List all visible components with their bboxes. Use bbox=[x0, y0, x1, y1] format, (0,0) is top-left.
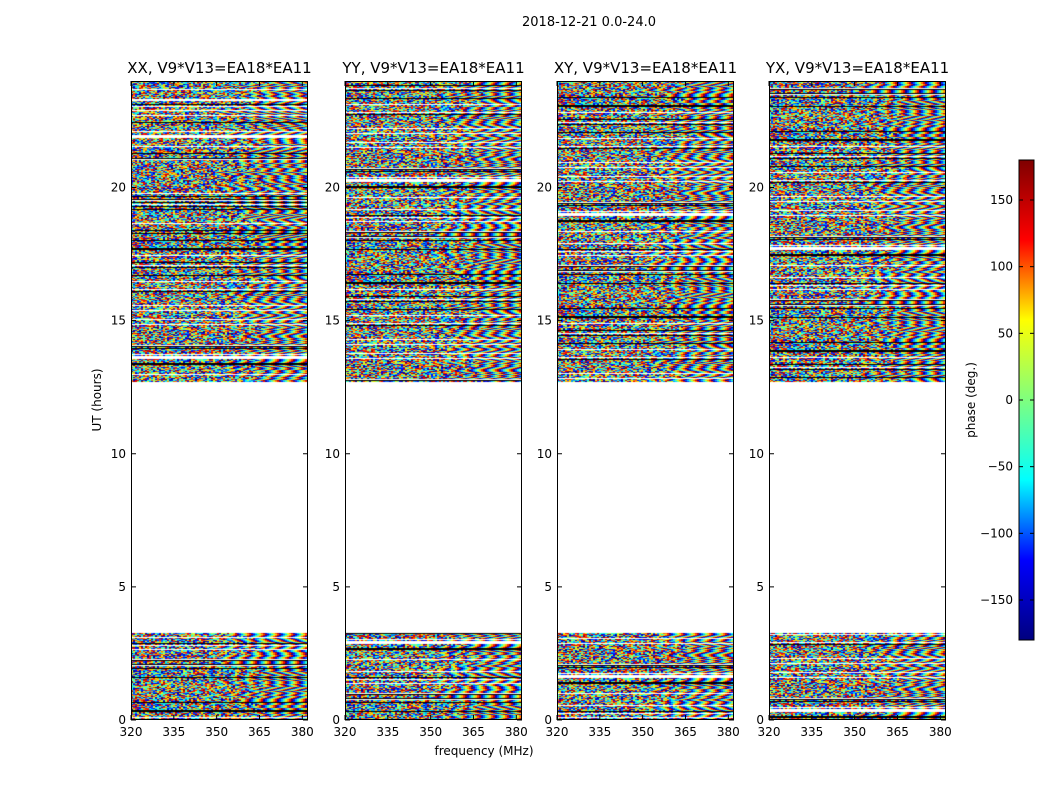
y-tick-label: 0 bbox=[756, 713, 764, 727]
figure-title: 2018-12-21 0.0-24.0 bbox=[522, 15, 656, 30]
colorbar-label: phase (deg.) bbox=[964, 362, 978, 438]
x-tick-label: 380 bbox=[929, 725, 952, 739]
panel-3: XY, V9*V13=EA18*EA11 320 335 350 365 380 0 5 10 1… bbox=[537, 59, 740, 739]
y-tick-label: 5 bbox=[756, 580, 764, 594]
x-tick-label: 320 bbox=[758, 725, 781, 739]
x-tick-label: 365 bbox=[462, 725, 485, 739]
x-axis-label: frequency (MHz) bbox=[434, 744, 533, 758]
y-tick-label: 5 bbox=[118, 580, 126, 594]
x-tick-label: 320 bbox=[334, 725, 357, 739]
colorbar-tick-label: −100 bbox=[980, 526, 1013, 540]
panel-1: XX, V9*V13=EA18*EA11 320 335 350 365 380 0 5 10 1… bbox=[111, 59, 314, 739]
y-tick-label: 15 bbox=[325, 314, 340, 328]
y-tick-label: 10 bbox=[537, 447, 552, 461]
x-tick-label: 365 bbox=[674, 725, 697, 739]
plot-frame bbox=[769, 81, 946, 720]
y-tick-label: 0 bbox=[332, 713, 340, 727]
panel-title: YY, V9*V13=EA18*EA11 bbox=[341, 59, 524, 77]
x-tick-label: 380 bbox=[291, 725, 314, 739]
panel-4: YX, V9*V13=EA18*EA11 320 335 350 365 380 0 5 10 1… bbox=[749, 59, 952, 739]
colorbar-tick-label: 50 bbox=[998, 326, 1013, 340]
colorbar-tick-label: 150 bbox=[990, 193, 1013, 207]
x-tick-label: 380 bbox=[505, 725, 528, 739]
panel-title: XX, V9*V13=EA18*EA11 bbox=[127, 59, 311, 77]
y-tick-label: 0 bbox=[544, 713, 552, 727]
y-tick-label: 10 bbox=[749, 447, 764, 461]
x-tick-label: 335 bbox=[800, 725, 823, 739]
colorbar-tick-label: −50 bbox=[988, 460, 1013, 474]
phase-heatmap bbox=[131, 81, 308, 720]
y-tick-label: 15 bbox=[537, 314, 552, 328]
y-tick-label: 20 bbox=[111, 181, 126, 195]
x-tick-label: 365 bbox=[248, 725, 271, 739]
x-tick-label: 350 bbox=[843, 725, 866, 739]
y-tick-label: 20 bbox=[537, 181, 552, 195]
x-tick-label: 380 bbox=[717, 725, 740, 739]
x-tick-label: 335 bbox=[162, 725, 185, 739]
y-axis-label: UT (hours) bbox=[90, 368, 104, 431]
x-tick-label: 350 bbox=[419, 725, 442, 739]
colorbar: −150 −100 −50 0 50 100 150 phase (deg.) bbox=[964, 159, 1035, 641]
plot-frame bbox=[557, 81, 734, 720]
phase-heatmap bbox=[557, 81, 734, 720]
x-tick-label: 350 bbox=[631, 725, 654, 739]
x-tick-label: 335 bbox=[376, 725, 399, 739]
panel-title: YX, V9*V13=EA18*EA11 bbox=[765, 59, 949, 77]
y-tick-label: 5 bbox=[332, 580, 340, 594]
panel-title: XY, V9*V13=EA18*EA11 bbox=[554, 59, 737, 77]
x-tick-label: 320 bbox=[120, 725, 143, 739]
phase-heatmap bbox=[769, 81, 946, 720]
x-tick-label: 350 bbox=[205, 725, 228, 739]
x-tick-label: 365 bbox=[886, 725, 909, 739]
x-tick-label: 320 bbox=[546, 725, 569, 739]
phase-heatmap bbox=[345, 81, 522, 720]
y-tick-label: 15 bbox=[111, 314, 126, 328]
y-tick-label: 15 bbox=[749, 314, 764, 328]
y-tick-label: 10 bbox=[111, 447, 126, 461]
x-tick-label: 335 bbox=[588, 725, 611, 739]
panel-2: YY, V9*V13=EA18*EA11 320 335 350 365 380 0 5 10 1… bbox=[325, 59, 528, 739]
colorbar-tick-label: 0 bbox=[1005, 393, 1013, 407]
y-tick-label: 10 bbox=[325, 447, 340, 461]
y-tick-label: 5 bbox=[544, 580, 552, 594]
y-tick-label: 20 bbox=[749, 181, 764, 195]
y-tick-label: 0 bbox=[118, 713, 126, 727]
plot-frame bbox=[345, 81, 522, 720]
y-tick-label: 20 bbox=[325, 181, 340, 195]
colorbar-tick-label: 100 bbox=[990, 260, 1013, 274]
plot-frame bbox=[131, 81, 308, 720]
colorbar-tick-label: −150 bbox=[980, 593, 1013, 607]
